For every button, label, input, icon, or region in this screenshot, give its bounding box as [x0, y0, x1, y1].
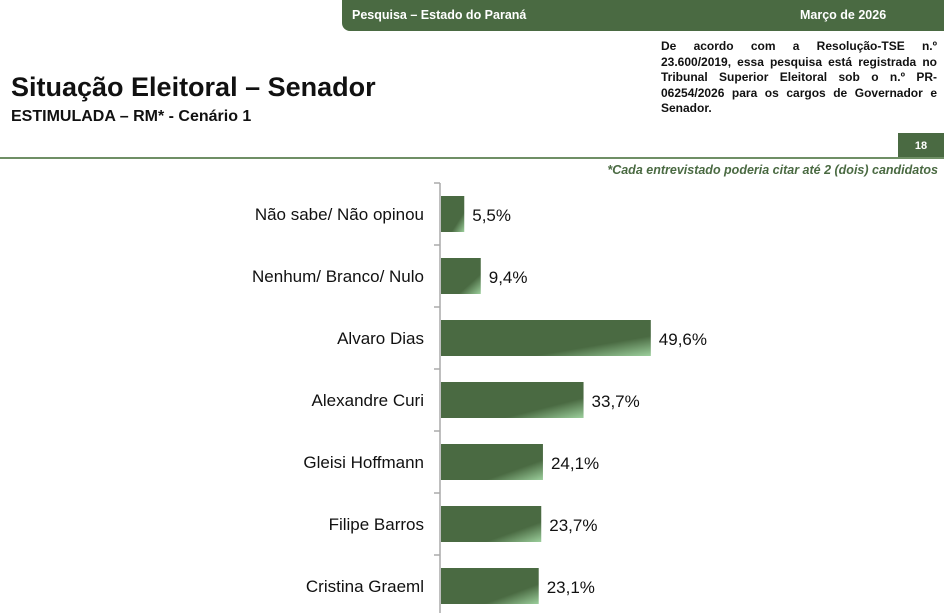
bar: [441, 320, 651, 356]
value-label: 23,7%: [549, 516, 597, 535]
page-title: Situação Eleitoral – Senador: [11, 72, 376, 102]
bar: [441, 382, 584, 418]
category-label: Alexandre Curi: [312, 391, 424, 410]
footnote: *Cada entrevistado poderia citar até 2 (…: [607, 163, 938, 177]
legal-note: De acordo com a Resolução-TSE n.º 23.600…: [661, 39, 937, 115]
category-label: Não sabe/ Não opinou: [255, 205, 424, 224]
bar: [441, 568, 539, 604]
category-label: Nenhum/ Branco/ Nulo: [252, 267, 424, 286]
bar: [441, 444, 543, 480]
category-label: Cristina Graeml: [306, 577, 424, 596]
header-bar: Pesquisa – Estado do Paraná Março de 202…: [342, 0, 944, 31]
value-label: 24,1%: [551, 454, 599, 473]
bar: [441, 506, 542, 542]
header-date: Março de 2026: [800, 8, 887, 22]
header-survey: Pesquisa – Estado do Paraná: [352, 8, 527, 22]
category-label: Gleisi Hoffmann: [303, 453, 424, 472]
page-subtitle: ESTIMULADA – RM* - Cenário 1: [11, 108, 252, 125]
value-label: 9,4%: [489, 268, 528, 287]
value-label: 49,6%: [659, 330, 707, 349]
bar: [441, 258, 481, 294]
category-label: Alvaro Dias: [337, 329, 424, 348]
page-number: 18: [898, 133, 944, 158]
category-label: Filipe Barros: [329, 515, 424, 534]
bar: [441, 196, 465, 232]
value-label: 33,7%: [592, 392, 640, 411]
value-label: 5,5%: [472, 206, 511, 225]
value-label: 23,1%: [547, 578, 595, 597]
divider: [0, 157, 944, 159]
